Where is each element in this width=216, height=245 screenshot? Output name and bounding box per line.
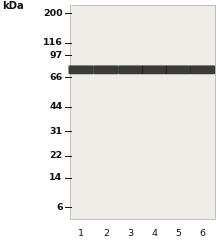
Text: 22: 22 bbox=[49, 151, 63, 160]
Text: 14: 14 bbox=[49, 173, 63, 182]
Text: kDa: kDa bbox=[2, 1, 24, 11]
Text: 44: 44 bbox=[49, 102, 63, 111]
FancyBboxPatch shape bbox=[93, 65, 118, 74]
FancyBboxPatch shape bbox=[166, 65, 191, 74]
FancyBboxPatch shape bbox=[68, 65, 94, 74]
Text: 200: 200 bbox=[43, 9, 63, 18]
Text: 31: 31 bbox=[49, 127, 63, 135]
Text: 97: 97 bbox=[49, 51, 63, 60]
Text: 4: 4 bbox=[151, 229, 157, 238]
Bar bbox=[70, 5, 215, 219]
Text: 5: 5 bbox=[175, 229, 181, 238]
Text: 6: 6 bbox=[200, 229, 206, 238]
Text: 2: 2 bbox=[103, 229, 109, 238]
FancyBboxPatch shape bbox=[190, 65, 215, 74]
FancyBboxPatch shape bbox=[118, 65, 143, 74]
Text: 66: 66 bbox=[49, 73, 63, 82]
Text: 1: 1 bbox=[78, 229, 84, 238]
Text: 3: 3 bbox=[128, 229, 134, 238]
FancyBboxPatch shape bbox=[142, 65, 167, 74]
Text: 6: 6 bbox=[56, 203, 63, 211]
Text: 116: 116 bbox=[43, 38, 63, 47]
